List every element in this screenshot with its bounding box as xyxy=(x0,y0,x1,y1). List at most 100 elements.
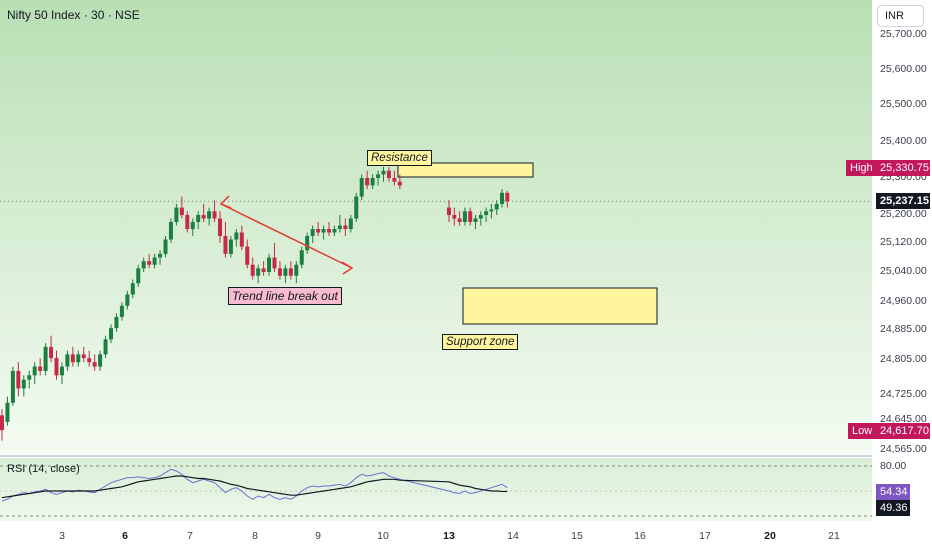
trendline-arrow-left xyxy=(219,195,232,209)
candle-body xyxy=(299,250,304,265)
rsi-upper-tick: 80.00 xyxy=(880,460,907,472)
time-tick: 20 xyxy=(764,530,776,542)
candle-body xyxy=(359,178,364,197)
candle-body xyxy=(228,239,233,254)
support-zone xyxy=(462,287,658,325)
candle-body xyxy=(141,261,146,269)
candle-body xyxy=(343,225,348,229)
candle-body xyxy=(185,215,190,229)
candle-body xyxy=(76,354,81,363)
time-tick: 13 xyxy=(443,530,455,542)
time-tick: 8 xyxy=(252,530,258,542)
candle-body xyxy=(348,218,353,229)
support-zone-label[interactable]: Support zone xyxy=(442,334,519,350)
candle-body xyxy=(158,253,163,258)
candle-body xyxy=(468,211,473,222)
candle-body xyxy=(316,229,321,233)
candle-body xyxy=(92,362,97,367)
candle-body xyxy=(119,305,124,317)
candle-body xyxy=(261,268,266,272)
rsi-value-badge: 54.34 xyxy=(876,484,910,500)
price-tick: 24,805.00 xyxy=(880,353,927,365)
candle-body xyxy=(65,354,70,367)
candle-body xyxy=(212,211,217,219)
rsi-ma-line xyxy=(1,475,508,499)
candle-body xyxy=(10,370,15,403)
candle-body xyxy=(103,339,108,355)
time-tick: 6 xyxy=(122,530,128,542)
candle-body xyxy=(38,366,43,371)
symbol-title[interactable]: Nifty 50 Index · 30 · NSE xyxy=(7,8,140,22)
candle-body xyxy=(54,358,59,376)
candle-body xyxy=(277,268,282,276)
candle-body xyxy=(386,170,391,178)
low-value-badge: 24,617.70 xyxy=(876,423,930,439)
time-tick: 7 xyxy=(187,530,193,542)
candle-body xyxy=(43,346,48,371)
candle-body xyxy=(234,232,239,240)
time-tick: 16 xyxy=(634,530,646,542)
candle-body xyxy=(163,239,168,254)
price-tick: 24,645.00 xyxy=(880,413,927,425)
candle-body xyxy=(125,294,130,306)
candle-body xyxy=(0,415,4,431)
candle-body xyxy=(201,215,206,219)
candle-body xyxy=(218,218,222,236)
candle-body xyxy=(179,207,184,215)
candle-body xyxy=(500,192,504,204)
candle-body xyxy=(381,170,386,175)
currency-button[interactable]: INR xyxy=(877,5,924,27)
candle-body xyxy=(283,268,288,276)
time-tick: 9 xyxy=(315,530,321,542)
candle-body xyxy=(147,261,152,265)
candle-body xyxy=(98,354,103,367)
candle-body xyxy=(245,246,250,265)
time-tick: 10 xyxy=(377,530,389,542)
last-price-badge: 25,237.15 xyxy=(876,193,930,209)
candle-body xyxy=(196,215,201,222)
candle-body xyxy=(327,229,331,233)
time-tick: 15 xyxy=(571,530,583,542)
price-tick: 24,725.00 xyxy=(880,388,927,400)
candle-body xyxy=(484,211,489,215)
candle-body xyxy=(376,174,381,178)
candle-body xyxy=(447,207,451,215)
candle-body xyxy=(478,215,483,219)
trend-break-label[interactable]: Trend line break out xyxy=(228,287,342,305)
candle-body xyxy=(310,229,315,236)
candle-body xyxy=(354,196,359,219)
candle-body xyxy=(397,181,402,186)
candle-body xyxy=(87,358,92,363)
candle-body xyxy=(239,232,244,247)
price-axis-background xyxy=(872,0,932,550)
high-value-badge: 25,330.75 xyxy=(876,160,930,176)
time-tick: 14 xyxy=(507,530,519,542)
candle-body xyxy=(81,354,86,359)
candle-body xyxy=(130,283,135,295)
candle-body xyxy=(190,222,195,229)
candle-body xyxy=(272,257,277,269)
candle-body xyxy=(109,328,113,340)
candle-body xyxy=(114,316,119,329)
candle-body xyxy=(365,178,370,186)
price-tick: 24,885.00 xyxy=(880,323,927,335)
candle-body xyxy=(267,257,272,272)
rsi-line xyxy=(1,468,508,502)
price-tick: 25,120.00 xyxy=(880,236,927,248)
price-tick: 25,700.00 xyxy=(880,28,927,40)
candle-body xyxy=(305,236,310,251)
candle-body xyxy=(256,268,261,276)
high-label-badge: High xyxy=(846,160,877,176)
rsi-indicator-label[interactable]: RSI (14, close) xyxy=(7,463,80,475)
resistance-label[interactable]: Resistance xyxy=(367,150,432,166)
candle-body xyxy=(250,264,255,276)
price-tick: 25,400.00 xyxy=(880,135,927,147)
candle-body xyxy=(32,366,37,376)
candle-body xyxy=(457,218,462,222)
candle-body xyxy=(452,215,457,219)
price-pane-background xyxy=(0,0,872,455)
time-tick: 21 xyxy=(828,530,840,542)
trendline-arrow-right xyxy=(341,261,354,275)
